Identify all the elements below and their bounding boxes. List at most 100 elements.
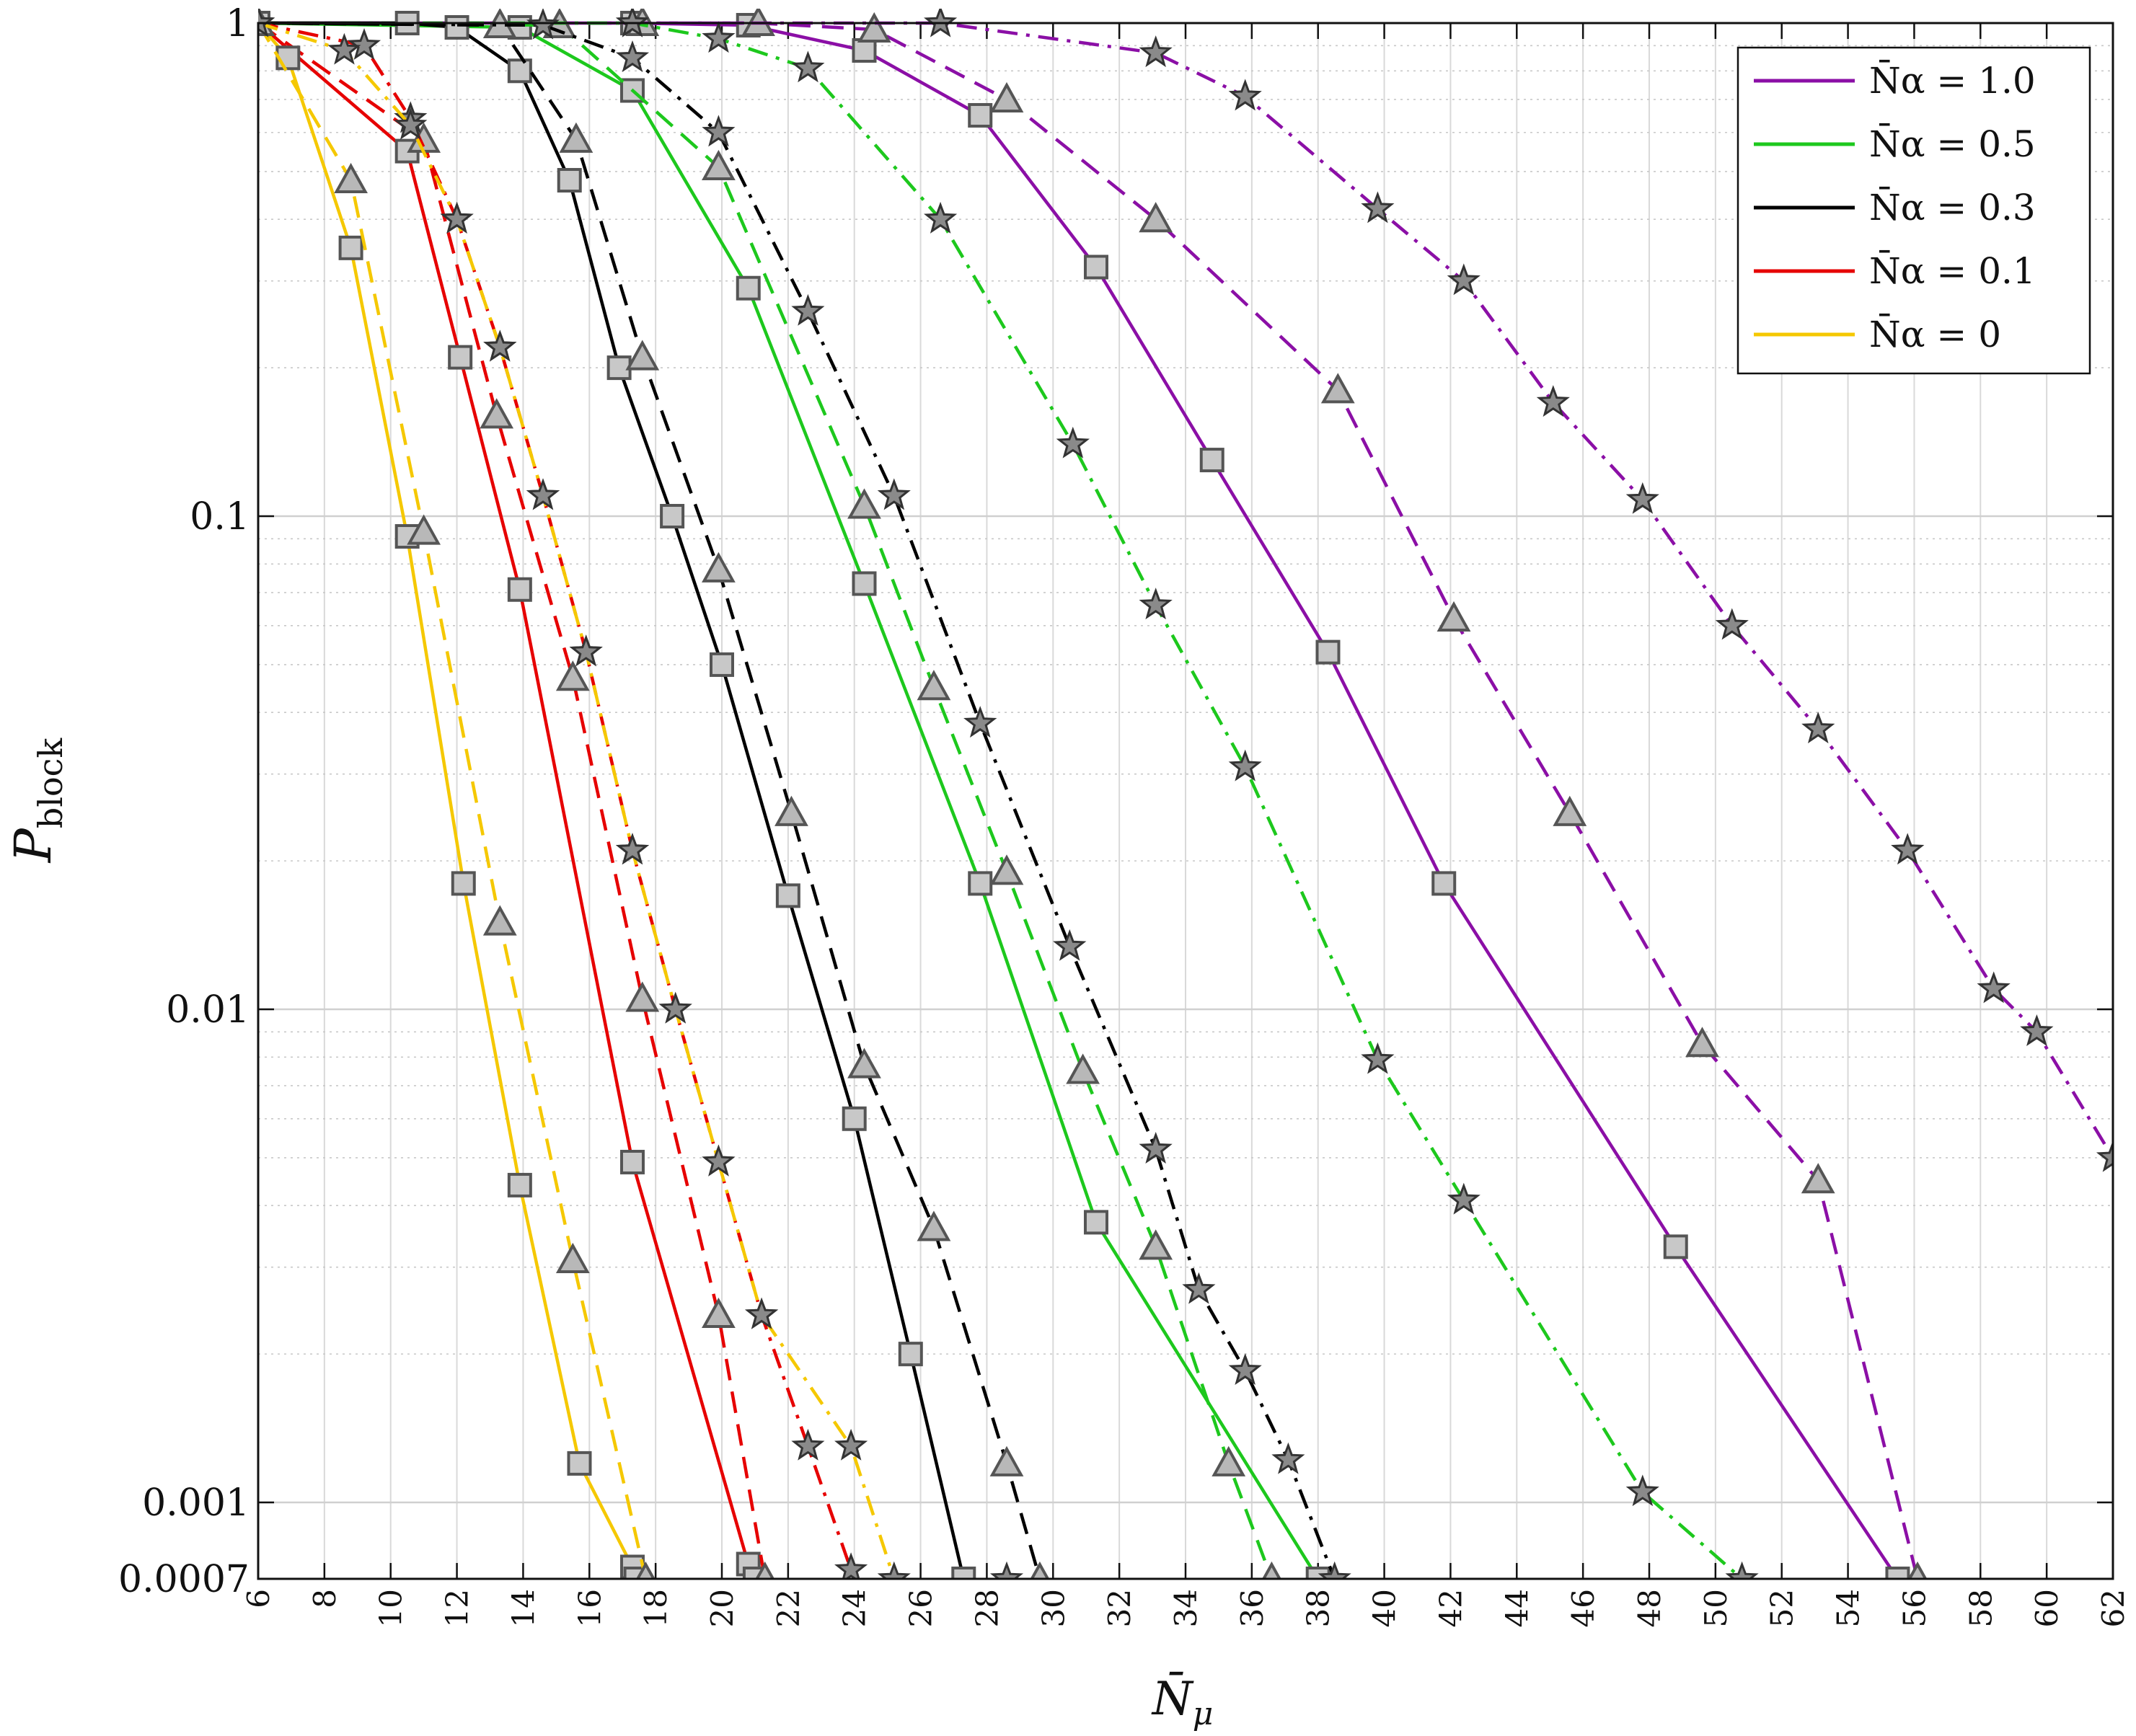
y-tick-label: 1	[226, 2, 250, 45]
square-marker	[842, 1106, 867, 1131]
triangle-marker	[555, 660, 590, 691]
y-tick-label: 0.0007	[118, 1558, 250, 1601]
x-tick-label: 14	[506, 1589, 541, 1627]
star-marker	[658, 991, 692, 1024]
star-marker	[1139, 1132, 1173, 1164]
star-marker	[615, 40, 650, 72]
star-marker	[1361, 1042, 1395, 1074]
star-marker	[702, 115, 736, 147]
x-tick-label: 30	[1036, 1589, 1071, 1627]
star-marker	[615, 9, 650, 37]
triangle-marker	[1139, 202, 1173, 233]
triangle-marker	[1262, 1561, 1281, 1579]
legend: N̄α = 1.0 N̄α = 0.5 N̄α = 0.3 N̄α = 0.1 N̄α …	[1736, 46, 2091, 375]
y-axis-label: Pblock	[4, 738, 70, 864]
series-1.0-solid	[258, 11, 1910, 1579]
triangle-marker	[702, 149, 736, 181]
star-marker	[327, 32, 361, 65]
square-marker	[448, 345, 473, 370]
x-tick-label: 8	[307, 1589, 343, 1608]
star-marker	[1228, 79, 1262, 111]
triangle-marker	[480, 398, 514, 429]
star-marker	[1318, 1561, 1351, 1579]
x-tick-label: 52	[1765, 1589, 1800, 1627]
star-marker	[1801, 712, 1835, 744]
y-axis-label-sub: block	[31, 738, 70, 829]
star-marker	[963, 706, 997, 738]
star-marker	[569, 634, 603, 667]
triangle-marker	[989, 1445, 1024, 1476]
legend-label: N̄α = 0.1	[1869, 249, 2036, 292]
x-tick-label: 56	[1897, 1589, 1932, 1627]
triangle-marker	[1066, 1053, 1100, 1084]
series-line	[258, 22, 637, 1579]
legend-label: N̄α = 0.5	[1869, 123, 2036, 165]
triangle-marker	[1436, 601, 1471, 632]
square-marker	[1315, 639, 1341, 665]
star-marker	[1139, 35, 1173, 68]
x-tick-label: 16	[572, 1589, 607, 1627]
triangle-marker	[1030, 1561, 1050, 1579]
star-marker	[1139, 588, 1173, 620]
triangle-marker	[755, 1561, 775, 1579]
triangle-marker	[1212, 1445, 1246, 1476]
x-tick-labels: 6 8 10 12 14 16 18 20 22 24 26 28 30 32 34 36 38 40 42 44 46…	[241, 1589, 2131, 1627]
triangle-marker	[917, 670, 951, 701]
legend-entry: N̄α = 1.0	[1754, 59, 2036, 102]
y-tick-label: 0.1	[190, 495, 250, 539]
star-marker	[615, 833, 650, 865]
star-marker	[394, 107, 428, 140]
star-marker	[1715, 608, 1749, 640]
star-marker	[1182, 1272, 1216, 1304]
legend-entry: N̄α = 0	[1754, 313, 2001, 355]
triangle-marker	[1553, 795, 1587, 826]
series-1.0-dashed	[258, 9, 1928, 1579]
x-tick-label: 36	[1235, 1589, 1270, 1627]
y-tick-labels: 1 0.1 0.01 0.001 0.0007	[118, 2, 250, 1601]
square-marker	[898, 1342, 923, 1367]
square-marker	[451, 871, 476, 896]
square-marker	[507, 577, 532, 602]
legend-label: N̄α = 0.3	[1869, 186, 2036, 229]
star-marker	[1625, 1474, 1659, 1507]
y-tick-label: 0.001	[142, 1482, 250, 1525]
series-line	[258, 21, 1274, 1579]
star-marker	[1725, 1561, 1759, 1579]
series-line	[258, 22, 756, 1579]
square-marker	[1431, 871, 1457, 896]
square-marker	[606, 355, 632, 381]
square-marker	[852, 571, 877, 596]
legend-box	[1736, 46, 2091, 375]
series-0.1-dashdot	[258, 9, 1024, 1579]
triangle-marker	[857, 12, 891, 43]
series-line	[258, 21, 1899, 1579]
triangle-marker	[635, 1561, 656, 1579]
star-marker	[791, 293, 825, 326]
star-marker	[1891, 833, 1925, 865]
x-axis-label: N̄μ	[1151, 1671, 1214, 1732]
triangle-marker	[625, 981, 660, 1012]
x-tick-label: 32	[1102, 1589, 1137, 1627]
star-marker	[1228, 749, 1262, 781]
star-marker	[258, 9, 275, 37]
star-marker	[1447, 1182, 1480, 1215]
triangle-marker	[917, 1210, 951, 1241]
x-tick-label: 24	[837, 1589, 873, 1627]
series-line	[258, 21, 1042, 1579]
plot-frame	[257, 22, 2114, 1580]
star-marker	[1053, 929, 1087, 961]
star-marker	[483, 329, 517, 362]
series-0-dashdot	[258, 9, 911, 1579]
y-tick-label: 0.01	[166, 988, 250, 1032]
square-marker	[852, 37, 877, 63]
star-marker	[791, 50, 825, 83]
star-marker	[1536, 385, 1570, 417]
triangle-marker	[482, 905, 517, 936]
legend-label: N̄α = 0	[1869, 313, 2001, 355]
triangle-marker	[407, 514, 441, 545]
x-tick-label: 48	[1632, 1589, 1667, 1627]
series-line	[258, 21, 2113, 1159]
x-tick-label: 58	[1963, 1589, 1998, 1627]
star-marker	[702, 1144, 736, 1177]
